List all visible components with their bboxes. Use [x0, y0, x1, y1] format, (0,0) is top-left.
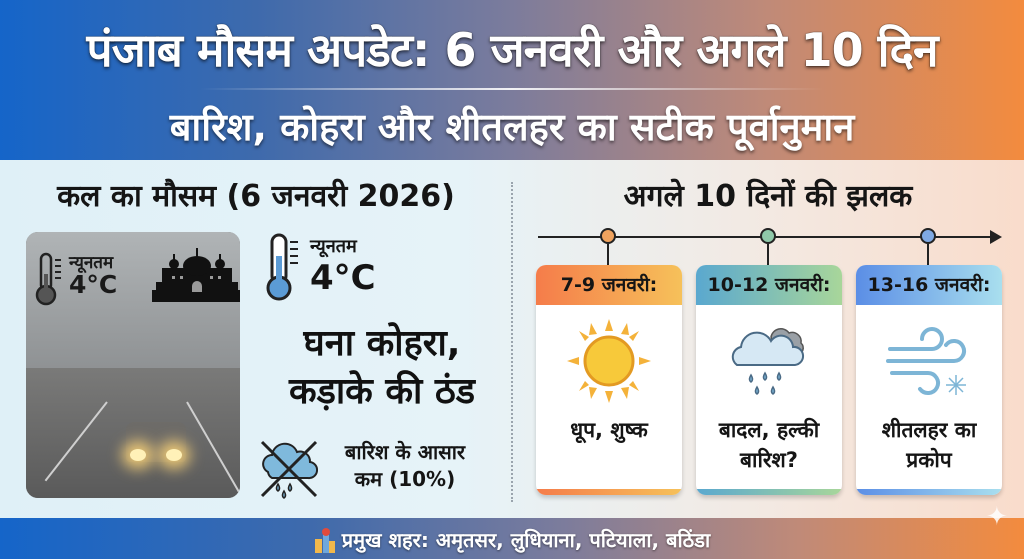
card-description: शीतलहर का प्रकोप — [881, 418, 977, 472]
title-divider — [200, 88, 824, 90]
content-area: कल का मौसम (6 जनवरी 2026) न्यूनतम 4°C — [0, 160, 1024, 518]
today-heading: कल का मौसम (6 जनवरी 2026) — [57, 179, 455, 214]
major-cities-text: प्रमुख शहर: अमृतसर, लुधियाना, पटियाला, ब… — [341, 528, 711, 552]
timeline-dot — [920, 228, 936, 244]
card-description: बादल, हल्की बारिश? — [718, 418, 820, 472]
card-dates: 13-16 जनवरी: — [856, 265, 1002, 305]
headlight — [166, 449, 182, 461]
rain-cloud-icon — [731, 328, 804, 395]
timeline-dot — [600, 228, 616, 244]
forecast-card: 13-16 जनवरी: शीतलहर का प्रकोप — [856, 265, 1002, 495]
timeline-dot — [760, 228, 776, 244]
thermometer-icon — [35, 252, 61, 306]
card-dates: 7-9 जनवरी: — [536, 265, 682, 305]
page-subtitle: बारिश, कोहरा और शीतलहर का सटीक पूर्वानुम… — [169, 105, 855, 149]
forecast-card: 7-9 जनवरी: धूप, शुष्क — [536, 265, 682, 495]
forecast-card: 10-12 जनवरी: बादल, हल्की बारिश? — [696, 265, 842, 495]
card-description: धूप, शुष्क — [570, 418, 648, 442]
fog-photo: न्यूनतम 4°C — [26, 232, 240, 498]
rain-chance-text: बारिश के आसार कम (10%) — [344, 440, 466, 491]
min-label: न्यूनतम — [310, 236, 357, 257]
forecast-heading: अगले 10 दिनों की झलक — [623, 179, 913, 214]
page-title: पंजाब मौसम अपडेट: 6 जनवरी और अगले 10 दिन — [86, 23, 938, 77]
cold-wind-icon — [886, 327, 966, 395]
thermometer-icon — [266, 233, 298, 301]
no-rain-icon — [260, 440, 319, 499]
card-dates: 10-12 जनवरी: — [696, 265, 842, 305]
sparkle-icon: ✦ — [986, 502, 1008, 532]
sun-icon — [567, 319, 651, 403]
photo-min-label: न्यूनतम — [69, 253, 114, 273]
section-divider — [511, 182, 513, 502]
min-temp: 4°C — [310, 258, 376, 298]
header-banner: पंजाब मौसम अपडेट: 6 जनवरी और अगले 10 दिन… — [0, 0, 1024, 160]
conditions-text: घना कोहरा, कड़ाके की ठंड — [288, 323, 476, 412]
footer-banner: प्रमुख शहर: अमृतसर, लुधियाना, पटियाला, ब… — [0, 518, 1024, 559]
photo-min-temp: 4°C — [69, 270, 118, 299]
timeline-arrow-icon — [990, 230, 1002, 244]
headlight — [130, 449, 146, 461]
golden-temple-icon — [152, 248, 240, 302]
city-pin-icon — [314, 527, 335, 553]
